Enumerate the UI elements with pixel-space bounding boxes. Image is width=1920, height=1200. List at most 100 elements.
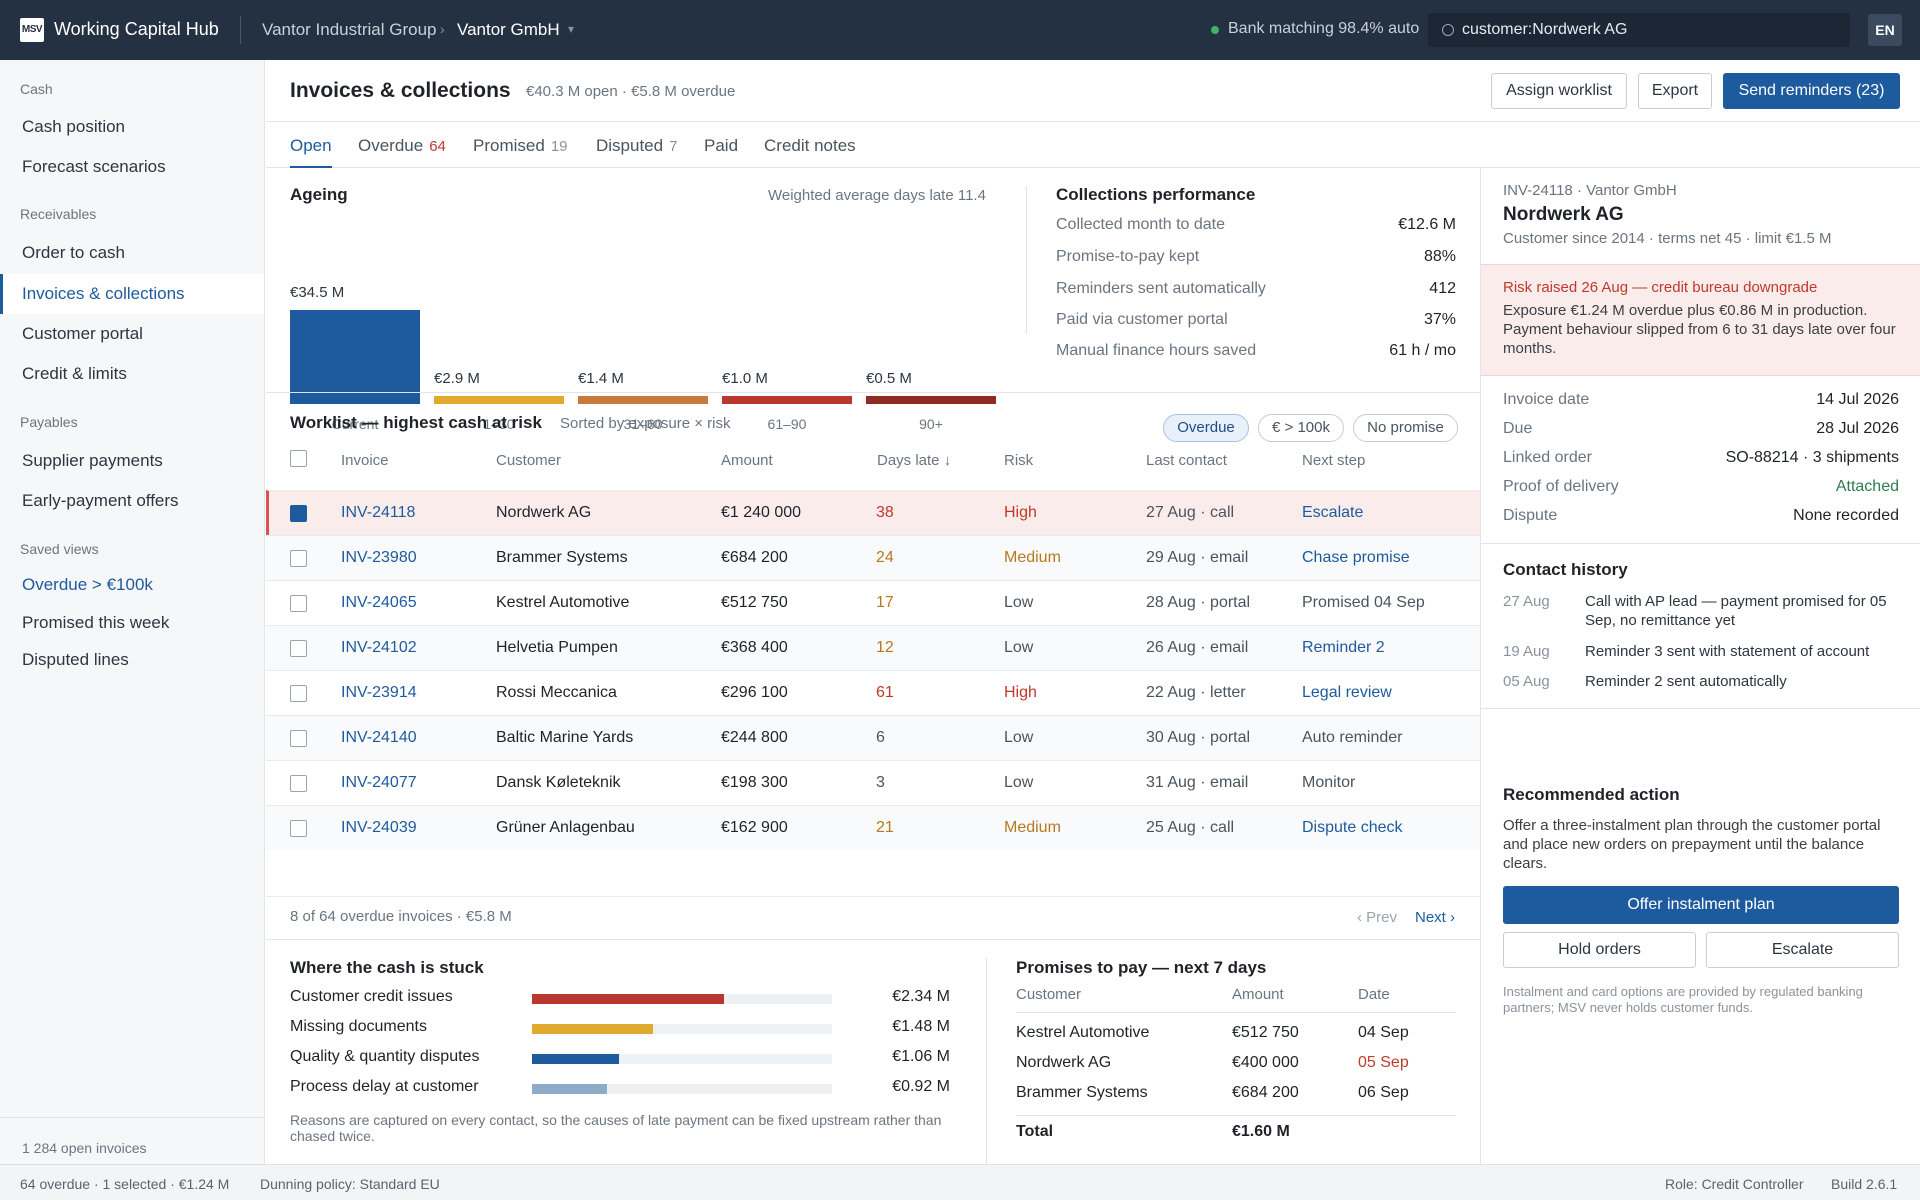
row-checkbox[interactable]	[290, 685, 307, 702]
saved-view-overdue-100k[interactable]: Overdue > €100k	[22, 575, 153, 594]
invoice-link[interactable]: INV-24118	[341, 504, 416, 521]
col-customer[interactable]: Customer	[496, 452, 562, 469]
col-amount[interactable]: Amount	[721, 452, 773, 469]
app-title[interactable]: Working Capital Hub	[54, 19, 219, 39]
invoice-link[interactable]: INV-24102	[341, 639, 417, 656]
tab-label: Promised	[473, 136, 545, 155]
invoice-amount: €512 750	[721, 594, 788, 611]
next-step-action[interactable]: Reminder 2	[1302, 639, 1385, 656]
row-checkbox[interactable]	[290, 640, 307, 657]
tab-open[interactable]: Open	[290, 136, 332, 168]
customer-name: Grüner Anlagenbau	[496, 819, 635, 836]
filter-chip-overdue[interactable]: Overdue	[1163, 414, 1249, 442]
tab-promised[interactable]: Promised 19	[473, 136, 568, 168]
table-row[interactable]: INV-24039 Grüner Anlagenbau €162 900 21 Medi…	[266, 805, 1480, 850]
sidebar-item-credit-limits[interactable]: Credit & limits	[22, 364, 127, 383]
ageing-bar[interactable]	[434, 396, 564, 404]
offer-instalment-plan-button[interactable]: Offer instalment plan	[1503, 886, 1899, 924]
select-all-checkbox[interactable]	[290, 450, 307, 467]
ptp-total-border	[1016, 1115, 1456, 1116]
table-row[interactable]: INV-24065 Kestrel Automotive €512 750 17 Low…	[266, 580, 1480, 625]
sidebar-item-forecast-scenarios[interactable]: Forecast scenarios	[22, 157, 166, 176]
hold-orders-button[interactable]: Hold orders	[1503, 932, 1696, 968]
perf-label: Paid via customer portal	[1056, 311, 1228, 328]
assign-worklist-button[interactable]: Assign worklist	[1491, 73, 1627, 109]
saved-view-promised-this-week[interactable]: Promised this week	[22, 613, 170, 632]
next-step-action[interactable]: Legal review	[1302, 684, 1392, 701]
search-input[interactable]	[1462, 13, 1842, 47]
ptp-row[interactable]: Kestrel Automotive €512 750 04 Sep	[1016, 1024, 1456, 1048]
sidebar-item-customer-portal[interactable]: Customer portal	[22, 324, 143, 343]
sidebar-item-cash-position[interactable]: Cash position	[22, 117, 126, 136]
filter-chip-no-promise[interactable]: No promise	[1353, 414, 1458, 442]
breadcrumb-entity[interactable]: Vantor GmbH	[457, 20, 560, 39]
ptp-amount: €512 750	[1232, 1024, 1299, 1041]
export-button[interactable]: Export	[1638, 73, 1712, 109]
search-box[interactable]	[1428, 13, 1850, 47]
prev-page-button[interactable]: ‹ Prev	[1357, 909, 1398, 926]
invoice-link[interactable]: INV-23914	[341, 684, 417, 701]
tab-bar: Open Overdue 64 Promised 19 Disputed 7 Paid…	[266, 122, 1920, 168]
sidebar-item-order-to-cash[interactable]: Order to cash	[22, 243, 125, 262]
tab-credit-notes[interactable]: Credit notes	[764, 136, 856, 168]
invoice-link[interactable]: INV-24039	[341, 819, 417, 836]
next-step-action[interactable]: Escalate	[1302, 504, 1364, 521]
col-last-contact[interactable]: Last contact	[1146, 452, 1227, 469]
row-checkbox[interactable]	[290, 820, 307, 837]
col-risk[interactable]: Risk	[1004, 452, 1034, 469]
detail-value[interactable]: Attached	[1835, 478, 1899, 495]
saved-view-disputed-lines[interactable]: Disputed lines	[22, 650, 129, 669]
content-area: Ageing Weighted average days late 11.4 €…	[266, 168, 1480, 1200]
ageing-bar[interactable]	[290, 310, 420, 404]
risk-level: Low	[1004, 594, 1034, 611]
sidebar-item-invoices-collections[interactable]: Invoices & collections	[0, 274, 264, 314]
table-row[interactable]: INV-24140 Baltic Marine Yards €244 800 6 Low…	[266, 715, 1480, 760]
next-step-action[interactable]: Dispute check	[1302, 819, 1403, 836]
escalate-button[interactable]: Escalate	[1706, 932, 1899, 968]
ptp-row[interactable]: Brammer Systems €684 200 06 Sep	[1016, 1084, 1456, 1108]
days-late: 24	[876, 549, 894, 566]
detail-value[interactable]: SO-88214 · 3 shipments	[1725, 449, 1899, 466]
tab-paid[interactable]: Paid	[704, 136, 738, 168]
send-reminders-button[interactable]: Send reminders (23)	[1723, 73, 1900, 109]
entity-dropdown-icon[interactable]: ▾	[568, 22, 575, 36]
tab-disputed[interactable]: Disputed 7	[596, 136, 677, 168]
table-row[interactable]: INV-24118 Nordwerk AG €1 240 000 38 High 27 A…	[266, 490, 1480, 535]
table-row[interactable]: INV-24077 Dansk Køleteknik €198 300 3 Low 31 …	[266, 760, 1480, 805]
tab-overdue[interactable]: Overdue 64	[358, 136, 446, 168]
row-checkbox[interactable]	[290, 550, 307, 567]
language-button[interactable]: EN	[1868, 14, 1902, 46]
status-build: Build 2.6.1	[1831, 1176, 1898, 1192]
breadcrumb-group[interactable]: Vantor Industrial Group	[262, 20, 437, 39]
table-row[interactable]: INV-24102 Helvetia Pumpen €368 400 12 Low 26 …	[266, 625, 1480, 670]
sidebar-item-supplier-payments[interactable]: Supplier payments	[22, 451, 163, 470]
col-invoice[interactable]: Invoice	[341, 452, 389, 469]
next-page-button[interactable]: Next ›	[1415, 909, 1456, 926]
detail-invoice-date: Invoice date 14 Jul 2026	[1503, 391, 1899, 413]
row-checkbox[interactable]	[290, 730, 307, 747]
invoice-amount: €198 300	[721, 774, 788, 791]
invoice-link[interactable]: INV-24140	[341, 729, 417, 746]
row-checkbox[interactable]	[290, 595, 307, 612]
row-checkbox[interactable]	[290, 775, 307, 792]
invoice-link[interactable]: INV-24077	[341, 774, 417, 791]
col-next-step[interactable]: Next step	[1302, 452, 1366, 469]
days-late: 3	[876, 774, 885, 791]
filter-chip-over-100k[interactable]: € > 100k	[1258, 414, 1344, 442]
next-step-action[interactable]: Chase promise	[1302, 549, 1410, 566]
invoice-link[interactable]: INV-23980	[341, 549, 417, 566]
ageing-bar[interactable]	[722, 396, 852, 404]
section-divider	[1026, 186, 1027, 334]
table-row[interactable]: INV-23914 Rossi Meccanica €296 100 61 High 22…	[266, 670, 1480, 715]
tab-label: Disputed	[596, 136, 664, 155]
row-checkbox[interactable]	[290, 505, 307, 522]
table-row[interactable]: INV-23980 Brammer Systems €684 200 24 Medium…	[266, 535, 1480, 580]
ptp-row[interactable]: Nordwerk AG €400 000 05 Sep	[1016, 1054, 1456, 1078]
ageing-bar[interactable]	[866, 396, 996, 404]
stuck-row: Missing documents €1.48 M	[290, 1018, 950, 1040]
ageing-bar[interactable]	[578, 396, 708, 404]
sidebar-item-early-payment-offers[interactable]: Early-payment offers	[22, 491, 179, 510]
col-days-late[interactable]: Days late ↓	[877, 452, 952, 469]
invoice-link[interactable]: INV-24065	[341, 594, 417, 611]
stuck-amount: €1.48 M	[892, 1018, 950, 1035]
